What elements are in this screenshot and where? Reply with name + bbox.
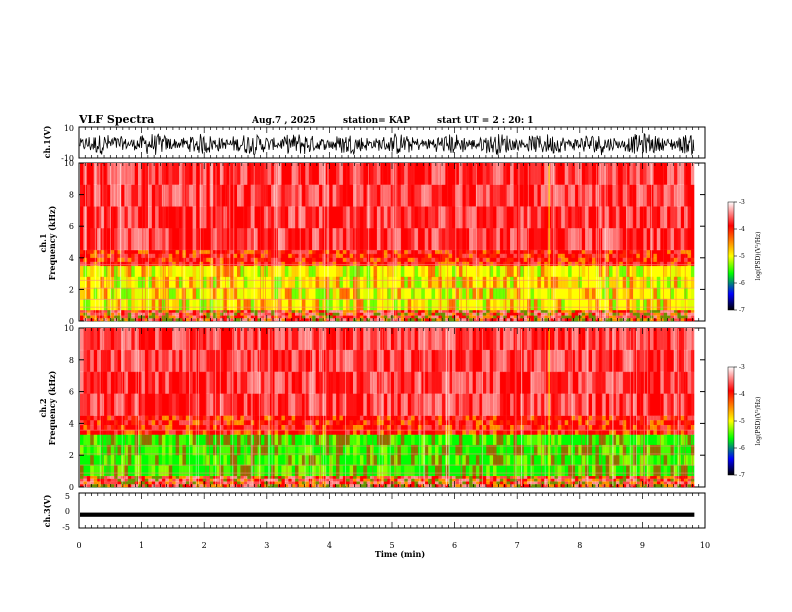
- spectrogram-ch2-ytick-1: 2: [69, 451, 74, 460]
- waveform-ch3-tick-top: 5: [65, 492, 70, 501]
- x-axis-tick-7: 7: [515, 541, 520, 550]
- x-axis-tick-3: 3: [264, 541, 269, 550]
- x-axis-tick-4: 4: [327, 541, 332, 550]
- cb2-tick-m4: -4: [739, 391, 745, 398]
- x-axis-tick-1: 1: [139, 541, 144, 550]
- x-axis-label: Time (min): [375, 549, 425, 559]
- spectrogram-ch1-channel-label: ch.1: [38, 233, 48, 252]
- spectrogram-ch2-spike: [548, 329, 550, 486]
- waveform-ch3-tick-mid: 0: [65, 507, 70, 516]
- cb2-tick-m6: -6: [739, 445, 745, 452]
- cb1-tick-m6: -6: [739, 280, 745, 287]
- spectrogram-ch1-image: [80, 163, 704, 322]
- spectrogram-ch2-ytick-5: 10: [64, 324, 74, 333]
- x-axis: 0 1 2 3 4 5 6 7 8 9 10: [76, 127, 710, 550]
- x-axis-tick-8: 8: [577, 541, 582, 550]
- waveform-ch1-tick-top: 10: [64, 124, 74, 133]
- cb1-tick-m4: -4: [739, 226, 745, 233]
- waveform-ch3-ylabel: ch.3(V): [42, 494, 52, 527]
- spectrogram-ch2-ylabel: Frequency (kHz): [47, 370, 57, 445]
- x-axis-tick-5: 5: [389, 541, 394, 550]
- x-axis-tick-2: 2: [202, 541, 207, 550]
- spectrogram-ch2-ytick-3: 6: [69, 388, 74, 397]
- spectrogram-ch1-ytick-4: 8: [69, 191, 74, 200]
- waveform-ch1-tick-bottom: -10: [61, 154, 74, 163]
- spectrogram-ch1-ytick-1: 2: [69, 285, 74, 294]
- colorbar-ch1-label: log(PSD)(V²/Hz): [755, 232, 762, 281]
- spectrogram-ch1-ytick-5: 10: [64, 159, 74, 168]
- spectrogram-ch2-image: [80, 328, 704, 488]
- spectrogram-ch1-ytick-0: 0: [69, 317, 74, 326]
- colorbar-ch2: log(PSD)(V²/Hz) -3 -4 -5 -6 -7: [727, 364, 762, 479]
- spectrogram-ch1-ylabel: Frequency (kHz): [47, 205, 57, 280]
- waveform-ch1-trace: [79, 132, 695, 156]
- spectrogram-ch1-spike: [548, 164, 550, 320]
- spectrogram-ch2-ytick-4: 8: [69, 356, 74, 365]
- waveform-ch3-trace: [80, 512, 695, 517]
- cb1-tick-m5: -5: [739, 253, 745, 260]
- cb2-tick-m5: -5: [739, 418, 745, 425]
- waveform-ch3-tick-bottom: -5: [62, 523, 70, 532]
- x-axis-tick-10: 10: [700, 541, 710, 550]
- spectrogram-ch2-channel-label: ch.2: [38, 398, 48, 417]
- spectrogram-ch2-panel: 0 2 4 6 8 10 ch.2 Frequency (kHz): [38, 324, 706, 492]
- cb2-tick-m3: -3: [739, 364, 745, 371]
- chart-title: VLF Spectra: [78, 113, 154, 126]
- spectrogram-ch1-panel: 0 2 4 6 8 10 ch.1 Frequency (kHz): [38, 159, 706, 326]
- header-station: station= KAP: [343, 116, 410, 126]
- x-axis-tick-0: 0: [76, 541, 81, 550]
- header-date: Aug.7 , 2025: [251, 116, 316, 126]
- waveform-ch1-ylabel: ch.1(V): [42, 125, 52, 158]
- spectrogram-ch1-ytick-3: 6: [69, 222, 74, 231]
- spectrogram-ch2-ytick-2: 4: [69, 419, 74, 428]
- spectrogram-ch1-ytick-2: 4: [69, 254, 74, 263]
- spectrogram-ch2-ytick-0: 0: [69, 483, 74, 492]
- cb1-tick-m3: -3: [739, 199, 745, 206]
- x-axis-tick-6: 6: [452, 541, 457, 550]
- header-start-time: start UT = 2 : 20: 1: [437, 116, 534, 126]
- cb1-tick-m7: -7: [739, 307, 745, 314]
- colorbar-ch1: log(PSD)(V²/Hz) -3 -4 -5 -6 -7: [727, 199, 762, 314]
- x-axis-tick-9: 9: [640, 541, 645, 550]
- cb2-tick-m7: -7: [739, 472, 745, 479]
- colorbar-ch2-label: log(PSD)(V²/Hz): [755, 397, 762, 446]
